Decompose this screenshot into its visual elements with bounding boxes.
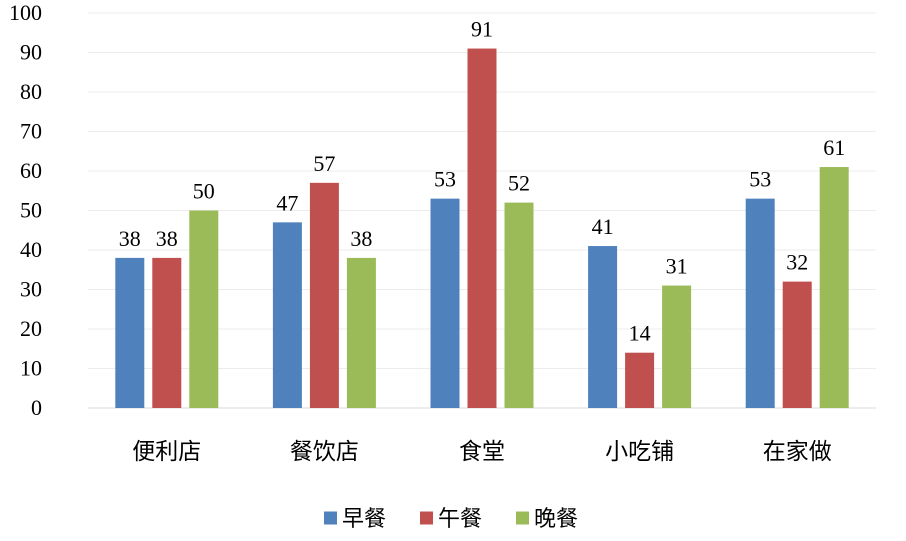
legend: 早餐 午餐 晚餐 [324, 507, 578, 532]
y-tick-label: 0 [31, 395, 42, 420]
data-label: 38 [156, 226, 178, 251]
y-tick-label: 60 [20, 158, 42, 183]
legend-swatch [516, 511, 529, 525]
bar-午餐-便利店 [152, 257, 182, 408]
data-label: 38 [119, 226, 141, 251]
bar-早餐-食堂 [430, 198, 460, 408]
data-labels: 38 38 50 47 57 38 53 91 52 41 14 31 53 32 61 [119, 17, 845, 346]
bar-晚餐-在家做 [819, 167, 849, 408]
bar-早餐-小吃铺 [588, 246, 618, 408]
category-label: 便利店 [132, 439, 201, 465]
bar-午餐-小吃铺 [625, 352, 655, 408]
bar-晚餐-餐饮店 [346, 257, 376, 408]
bar-早餐-便利店 [115, 257, 145, 408]
category-label: 食堂 [459, 439, 505, 465]
category-label: 小吃铺 [605, 439, 674, 465]
bar-晚餐-小吃铺 [662, 285, 692, 408]
data-label: 14 [629, 321, 651, 346]
data-label: 91 [471, 17, 493, 42]
category-label: 餐饮店 [290, 439, 359, 465]
data-label: 32 [786, 250, 808, 275]
y-tick-label: 50 [20, 198, 42, 223]
bar-早餐-在家做 [745, 198, 775, 408]
y-tick-label: 90 [20, 40, 42, 65]
bar-午餐-餐饮店 [309, 182, 339, 408]
y-tick-label: 20 [20, 316, 42, 341]
bars [115, 48, 849, 409]
bar-午餐-食堂 [467, 48, 497, 409]
y-tick-label: 70 [20, 119, 42, 144]
x-axis-categories: 便利店 餐饮店 食堂 小吃铺 在家做 [132, 439, 831, 465]
legend-label: 午餐 [438, 507, 482, 532]
data-label: 50 [193, 179, 215, 204]
y-tick-label: 30 [20, 277, 42, 302]
data-label: 38 [350, 226, 372, 251]
bar-晚餐-食堂 [504, 202, 534, 408]
data-label: 61 [823, 135, 845, 160]
y-tick-label: 10 [20, 356, 42, 381]
data-label: 57 [313, 151, 335, 176]
data-label: 41 [592, 214, 614, 239]
y-tick-label: 100 [9, 0, 42, 25]
bar-午餐-在家做 [782, 281, 812, 408]
y-tick-label: 40 [20, 237, 42, 262]
data-label: 53 [749, 167, 771, 192]
data-label: 52 [508, 171, 530, 196]
data-label: 31 [666, 254, 688, 279]
data-label: 47 [276, 190, 298, 215]
data-label: 53 [434, 167, 456, 192]
category-label: 在家做 [763, 439, 832, 465]
legend-label: 早餐 [342, 507, 386, 532]
y-axis-ticks: 0 10 20 30 40 50 60 70 80 90 100 [9, 0, 42, 420]
bar-早餐-餐饮店 [272, 222, 302, 408]
legend-swatch [420, 511, 433, 525]
legend-label: 晚餐 [534, 507, 578, 532]
legend-swatch [324, 511, 337, 525]
bar-晚餐-便利店 [189, 210, 219, 408]
y-tick-label: 80 [20, 79, 42, 104]
